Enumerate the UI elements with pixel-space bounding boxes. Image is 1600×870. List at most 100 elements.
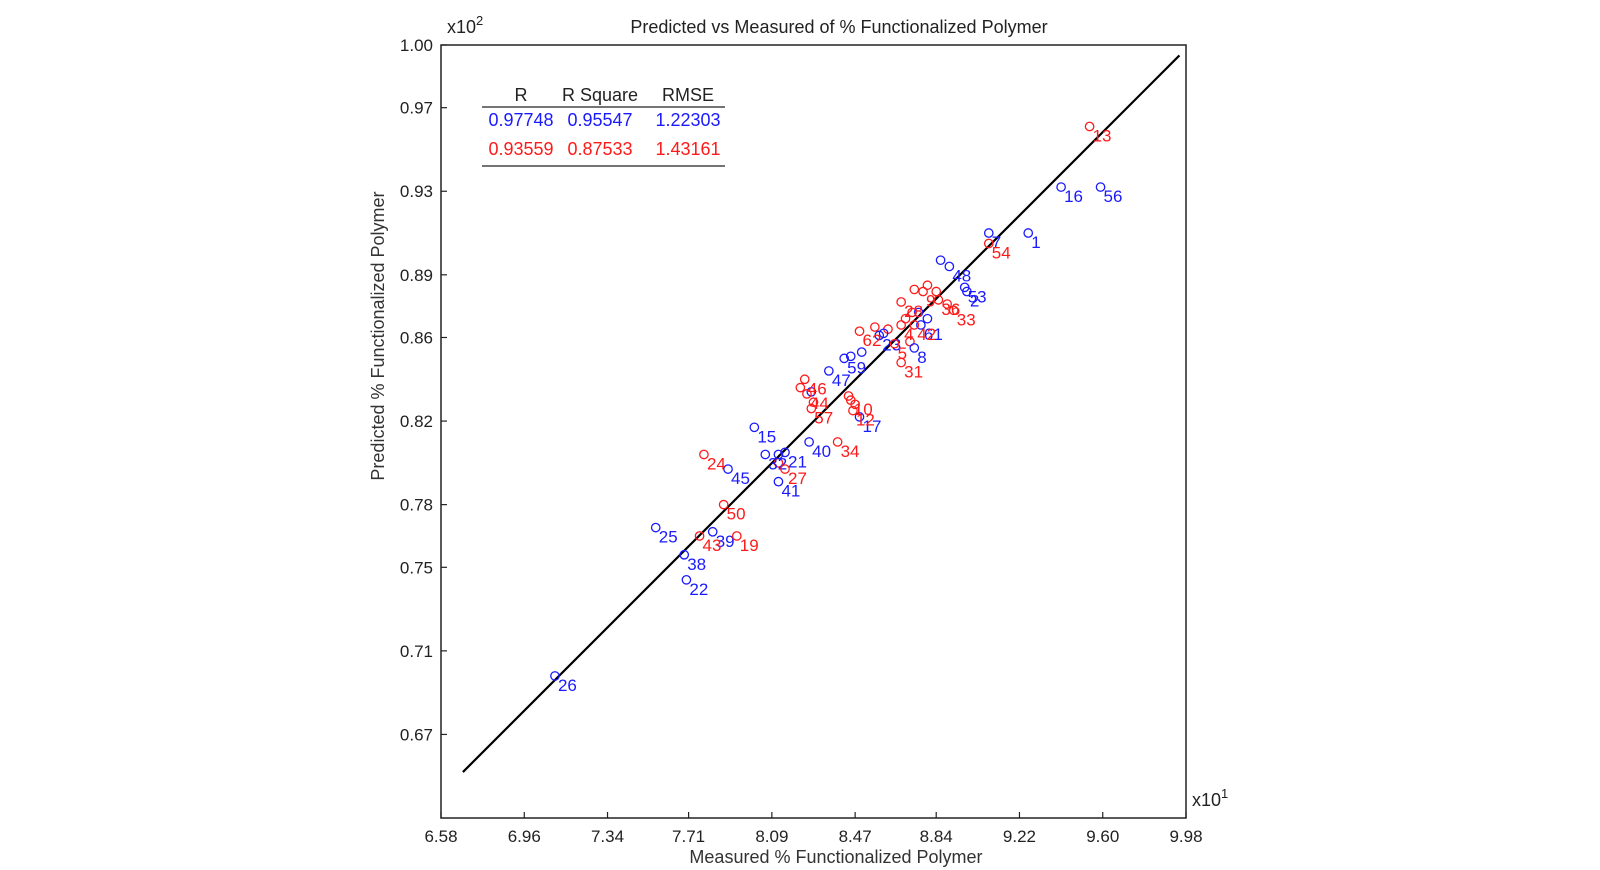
data-point-marker	[922, 313, 933, 324]
data-point-marker	[804, 437, 814, 447]
data-point-label: 32	[768, 454, 787, 473]
data-point-marker	[823, 366, 834, 376]
data-point-label: 25	[659, 528, 678, 547]
x-multiplier-exp: 1	[1221, 786, 1228, 801]
data-point-marker	[870, 322, 880, 332]
data-point-marker	[909, 343, 920, 353]
data-point-marker	[983, 238, 994, 249]
data-point-label: 46	[808, 379, 827, 398]
data-point-marker	[780, 447, 790, 458]
data-point-label: 31	[904, 363, 923, 382]
data-point-label: 16	[1064, 187, 1083, 206]
data-point-label: 42	[917, 325, 936, 344]
data-point-marker	[907, 307, 917, 318]
data-point-marker	[983, 228, 994, 238]
data-point-label: 5	[898, 344, 907, 363]
data-point-label: 7	[992, 233, 1001, 252]
data-point-label: 15	[757, 427, 776, 446]
data-point-label: 27	[788, 469, 807, 488]
y-tick-label: 0.67	[400, 725, 433, 744]
y-tick-label: 0.97	[400, 99, 433, 118]
data-point-label: 53	[968, 287, 987, 306]
stats-blue-r: 0.97748	[488, 110, 553, 130]
y-tick-label: 1.00	[400, 36, 433, 55]
x-axis-label: Measured % Functionalized Polymer	[689, 847, 982, 867]
data-point-marker	[1084, 121, 1095, 132]
data-point-marker	[896, 297, 906, 307]
data-point-marker	[718, 499, 729, 510]
stats-header-r: R	[515, 85, 528, 105]
data-point-marker	[916, 320, 926, 330]
data-point-marker	[909, 284, 920, 295]
data-point-marker	[854, 412, 865, 422]
data-point-label: 36	[941, 300, 960, 319]
data-point-marker	[707, 526, 718, 537]
data-point-label: 61	[924, 325, 943, 344]
data-point-marker	[848, 405, 858, 416]
data-point-marker	[1023, 228, 1034, 238]
data-point-marker	[878, 328, 889, 339]
y-axis-label: Predicted % Functionalized Polymer	[368, 191, 388, 480]
data-point-marker	[918, 286, 928, 297]
data-point-marker	[832, 437, 843, 447]
data-point-label: 9	[926, 292, 935, 311]
data-point-marker	[896, 357, 906, 368]
data-point-marker	[681, 574, 692, 585]
data-point-label: 38	[687, 555, 706, 574]
data-point-marker	[1095, 182, 1106, 192]
y-axis-ticks: 1.00 0.97 0.93 0.89 0.86 0.82 0.78 0.75 0.71 0.67	[400, 36, 447, 744]
data-point-label: 54	[992, 243, 1011, 262]
data-point-marker	[694, 531, 705, 541]
x-tick-label: 6.96	[508, 827, 541, 846]
data-point-label: 8	[917, 348, 926, 367]
data-point-label: 24	[707, 454, 726, 473]
data-point-label: 13	[1093, 126, 1112, 145]
data-point-marker	[650, 522, 661, 533]
data-point-label: 19	[740, 536, 759, 555]
data-point-marker	[808, 397, 819, 408]
x-tick-label: 9.22	[1003, 827, 1036, 846]
data-point-label: 41	[781, 482, 800, 501]
y-tick-label: 0.86	[400, 328, 433, 347]
data-point-marker	[959, 282, 970, 293]
data-point-marker	[839, 353, 850, 364]
y-tick-label: 0.89	[400, 266, 433, 285]
data-point-label: 62	[863, 331, 882, 350]
x-multiplier-base: x10	[1192, 790, 1221, 810]
data-point-marker	[795, 382, 806, 393]
stats-blue-rmse: 1.22303	[655, 110, 720, 130]
chart-title: Predicted vs Measured of % Functionalize…	[630, 17, 1047, 37]
data-point-marker	[913, 307, 924, 318]
x-tick-label: 7.34	[591, 827, 624, 846]
data-point-marker	[944, 261, 955, 272]
data-point-label: 39	[716, 532, 735, 551]
data-point-label: 57	[814, 409, 833, 428]
x-tick-label: 8.84	[920, 827, 953, 846]
data-point-marker	[780, 464, 790, 474]
plot-frame	[440, 44, 1187, 819]
data-point-marker	[909, 320, 920, 330]
stats-table: R R Square RMSE 0.97748 0.95547 1.22303 …	[482, 85, 725, 167]
data-point-marker	[806, 403, 817, 414]
data-point-marker	[806, 386, 817, 397]
data-point-label: 33	[957, 310, 976, 329]
y-tick-label: 0.82	[400, 412, 433, 431]
y-tick-label: 0.71	[400, 642, 433, 661]
data-point-marker	[889, 338, 900, 349]
data-point-marker	[854, 326, 865, 337]
data-point-marker	[799, 374, 810, 385]
data-point-label: 50	[727, 505, 746, 524]
data-point-label: 10	[854, 400, 873, 419]
data-point-label: 26	[558, 676, 577, 695]
data-point-label: 4	[904, 325, 913, 344]
data-point-marker	[773, 449, 784, 460]
x-tick-label: 8.09	[755, 827, 788, 846]
data-point-marker	[802, 389, 812, 399]
data-point-marker	[1056, 182, 1066, 192]
data-point-marker	[550, 671, 560, 681]
data-points: 1278151617212223252632383940414547485356…	[550, 121, 1122, 695]
data-point-marker	[679, 549, 690, 560]
x-tick-label: 7.71	[672, 827, 705, 846]
data-point-label: 21	[788, 452, 807, 471]
